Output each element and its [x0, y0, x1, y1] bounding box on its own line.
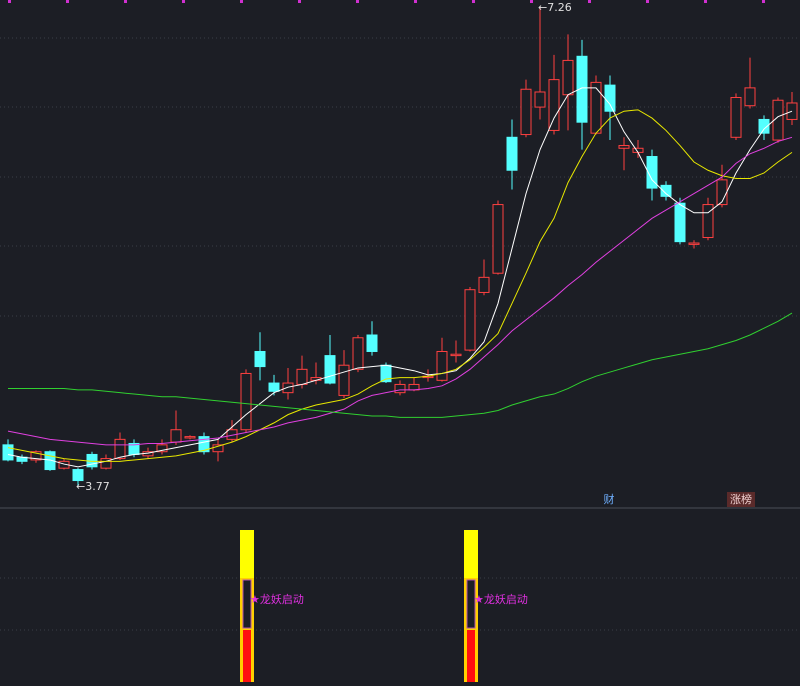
candle-body [324, 355, 336, 384]
candle-body [366, 334, 378, 352]
candle-body [72, 469, 84, 482]
candle-body [100, 458, 112, 469]
candle-body [156, 444, 168, 453]
candle-body [30, 451, 42, 461]
top-tick [182, 0, 185, 3]
high-label: ←7.26 [538, 1, 572, 14]
candle-body [296, 368, 308, 385]
candle-body [394, 383, 406, 394]
top-tick [124, 0, 127, 3]
top-tick [356, 0, 359, 3]
candle-body [338, 364, 350, 396]
signal-label: ★龙妖启动 [250, 592, 304, 606]
candle-body [688, 242, 700, 245]
signal-top [240, 530, 254, 578]
top-tick [66, 0, 69, 3]
candle-body [576, 55, 588, 123]
candle-body [646, 156, 658, 189]
candle-body [240, 372, 252, 431]
top-tick [298, 0, 301, 3]
signal-core [466, 579, 476, 629]
marker-box [727, 492, 755, 507]
signal-red [243, 630, 251, 682]
candle-body [534, 91, 546, 108]
candle-body [618, 145, 630, 149]
candle-body [450, 353, 462, 357]
candle-body [758, 118, 770, 134]
candle-body [198, 436, 210, 453]
candle-body [520, 88, 532, 136]
candle-body [2, 444, 14, 461]
signal-bar [464, 530, 478, 682]
limit-up-marker: 涨榜 [730, 492, 752, 506]
candle-body [548, 79, 560, 131]
candle-body [590, 81, 602, 134]
top-tick [646, 0, 649, 3]
top-tick [8, 0, 11, 3]
candle-body [562, 59, 574, 96]
candle-body [114, 438, 126, 460]
top-tick [588, 0, 591, 3]
signal-bar [240, 530, 254, 682]
moving-average [7, 109, 793, 462]
candle-body [730, 96, 742, 138]
grid [0, 37, 800, 631]
signal-red [467, 630, 475, 682]
candle-body [212, 444, 224, 453]
top-tick [472, 0, 475, 3]
candle-body [674, 202, 686, 243]
candle-body [744, 87, 756, 107]
signal-top [464, 530, 478, 578]
candle-body [464, 289, 476, 351]
moving-average [7, 136, 793, 446]
candle-body [660, 184, 672, 197]
top-tick [762, 0, 765, 3]
signal-core [242, 579, 252, 629]
top-tick [530, 0, 533, 3]
candle-body [436, 350, 448, 381]
candle-body [702, 204, 714, 239]
candle-body [492, 204, 504, 274]
candle-body [268, 382, 280, 392]
candle-body [254, 350, 266, 368]
low-label: ←3.77 [76, 480, 110, 493]
candle-body [282, 382, 294, 394]
top-tick [414, 0, 417, 3]
candle-body [170, 429, 182, 443]
signal-label: ★龙妖启动 [474, 592, 528, 606]
candle-body [352, 337, 364, 370]
candle-body [44, 451, 56, 471]
moving-average [7, 87, 793, 468]
candle-body [506, 136, 518, 171]
top-tick [704, 0, 707, 3]
candle-body [772, 99, 784, 141]
top-tick [240, 0, 243, 3]
candle-body [478, 276, 490, 293]
candle-body [184, 436, 196, 439]
moving-average [8, 312, 793, 418]
finance-marker: 财 [604, 492, 615, 506]
candle-body [604, 84, 616, 112]
